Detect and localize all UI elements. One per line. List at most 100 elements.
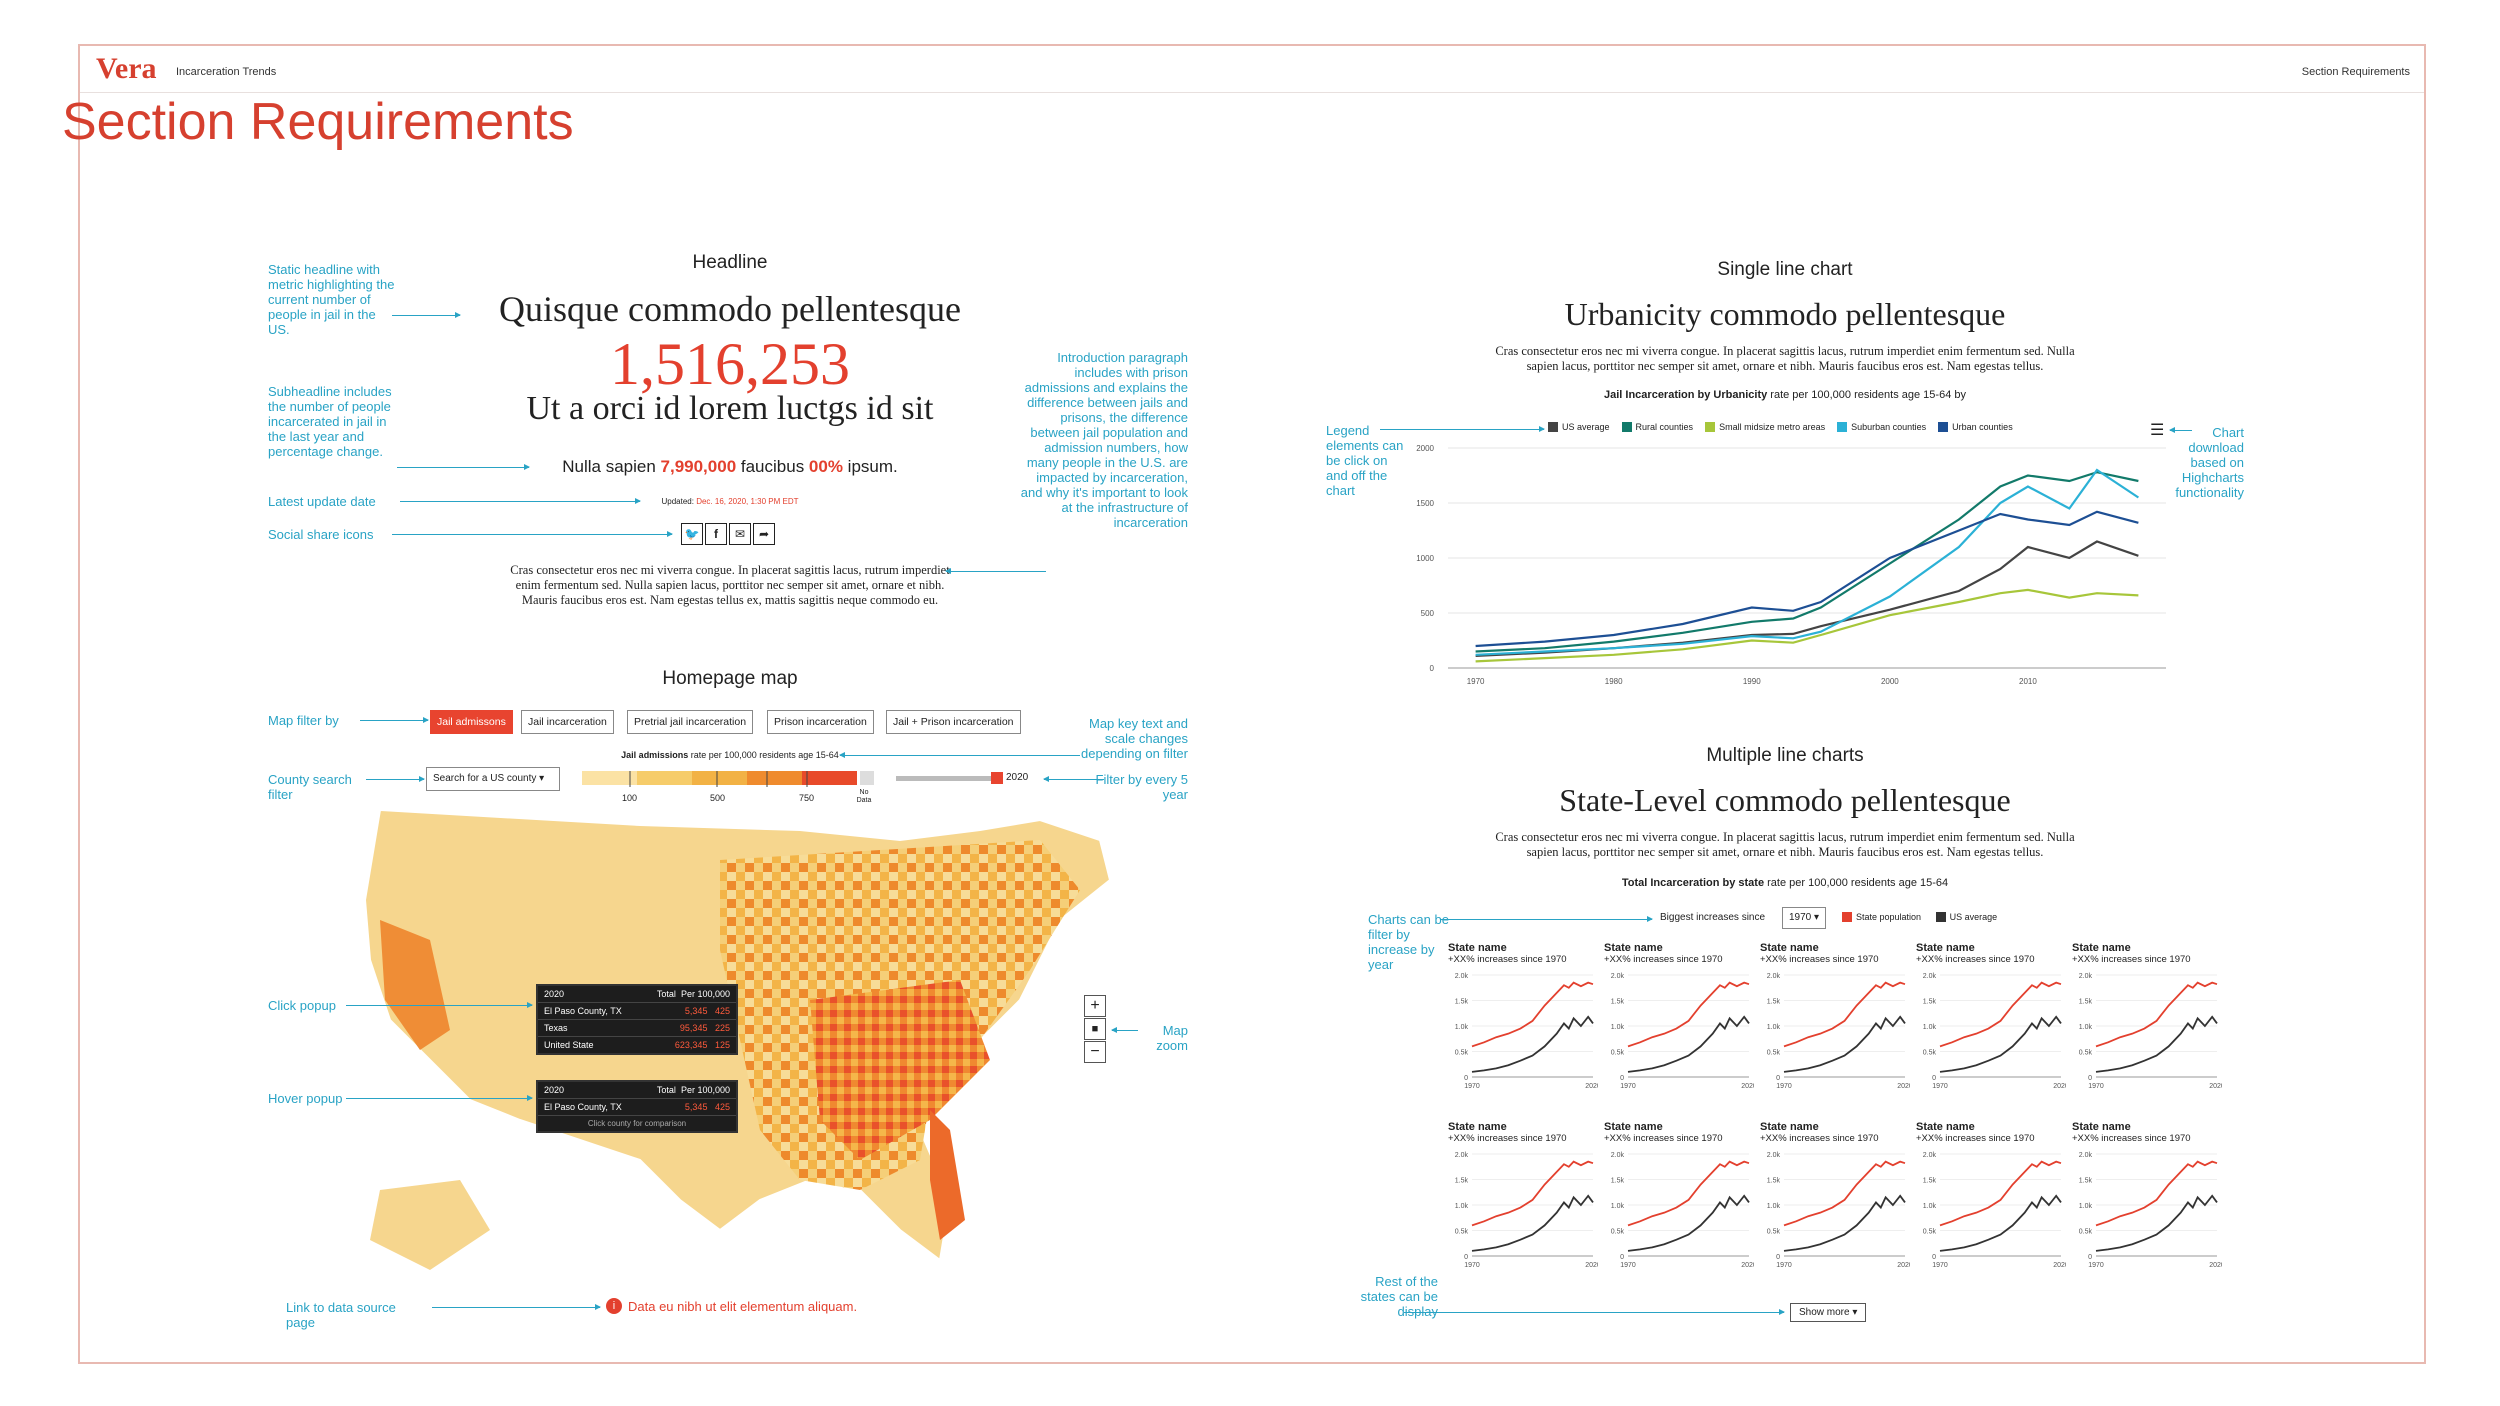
state-chart-card[interactable]: State name +XX% increases since 1970 2.0k 1… [1448,1121,1603,1291]
us-county-map[interactable] [340,800,1130,1290]
filter-prison-incarceration[interactable]: Prison incarceration [767,710,874,734]
reset-map-icon[interactable]: ■ [1084,1018,1106,1040]
x-tick-label: 2020 [1897,1262,1910,1269]
legend-us-average[interactable]: US average [1935,912,1997,922]
popup-county-total: 5,345 [684,1006,708,1016]
y-tick-label: 1.5k [1923,1178,1937,1185]
state-chart-card[interactable]: State name +XX% increases since 1970 2.0k 1… [1916,942,2071,1112]
annotation-arrow [397,464,530,470]
state-name: State name [2072,1121,2131,1133]
state-chart-card[interactable]: State name +XX% increases since 1970 2.0k 1… [2072,942,2227,1112]
annotation-arrow [1404,1309,1785,1315]
annotation-arrow [346,1002,533,1008]
popup-us-rate: 125 [714,1040,730,1050]
popup-county-rate: 425 [714,1006,730,1016]
map-color-scale [582,771,874,787]
y-tick-label: 0.5k [2079,1050,2093,1057]
show-more-label: Show more [1799,1307,1850,1318]
zoom-out-button[interactable]: − [1084,1041,1106,1063]
single-line-chart[interactable]: 0 500 1000 1500 2000 1970 1980 1990 2000 2010 [1400,440,2190,700]
chart-menu-icon[interactable]: ☰ [2150,422,2165,439]
x-tick-label: 2020 [1897,1083,1910,1090]
state-increase: +XX% increases since 1970 [1604,954,1723,965]
twitter-icon[interactable]: 🐦 [681,523,703,545]
legend-urban-counties[interactable]: Urban counties [1938,422,2013,432]
state-series-line [1783,1194,1906,1252]
series-line-rural-counties[interactable] [1475,471,2139,653]
stat-line: Nulla sapien 7,990,000 faucibus 00% ipsu… [420,457,1040,477]
page-title: Section Requirements [62,93,574,151]
state-series-line [1939,1160,2062,1227]
x-tick-label: 1970 [1467,677,1485,686]
headline-title: Quisque commodo pellentesque [499,289,961,329]
annotation-map-filter: Map filter by [268,713,339,728]
county-search-input[interactable]: Search for a US county ▾ [426,767,560,791]
facebook-icon[interactable]: f [705,523,727,545]
multi-legend[interactable]: State population US average [1842,912,2009,924]
state-increase: +XX% increases since 1970 [1760,954,1879,965]
y-tick-label: 2.0k [1923,1152,1937,1159]
share-icon[interactable]: ➦ [753,523,775,545]
stat-mid: faucibus [736,457,809,476]
legend-label: Rural counties [1635,422,1694,432]
y-tick-label: 0.5k [1923,1229,1937,1236]
filter-jail-prison[interactable]: Jail + Prison incarceration [886,710,1021,734]
annotation-filter-year: Filter by every 5 year [1095,772,1188,802]
map-california [380,920,450,1050]
state-name: State name [1760,942,1819,954]
legend-suburban-counties[interactable]: Suburban counties [1837,422,1926,432]
state-chart-card[interactable]: State name +XX% increases since 1970 2.0k 1… [1604,1121,1759,1291]
x-tick-label: 1990 [1743,677,1761,686]
nav-section-requirements[interactable]: Section Requirements [2301,66,2410,78]
x-tick-label: 1970 [1464,1083,1480,1090]
filter-pretrial-jail[interactable]: Pretrial jail incarceration [627,710,754,734]
state-series-line [1471,1015,1594,1073]
x-tick-label: 2000 [1881,677,1899,686]
vera-logo[interactable]: Vera [96,52,157,85]
state-series-line [1939,1194,2062,1252]
single-chart-legend[interactable]: US average Rural counties Small midsize me… [1548,422,2025,434]
legend-us-average[interactable]: US average [1548,422,1610,432]
x-tick-label: 2020 [2209,1083,2222,1090]
legend-state-population[interactable]: State population [1842,912,1921,922]
filter-jail-incarceration[interactable]: Jail incarceration [521,710,614,734]
data-source-link[interactable]: Data eu nibh ut elit elementum aliquam. [628,1299,858,1314]
show-more-button[interactable]: Show more ▾ [1790,1303,1867,1322]
x-tick-label: 2020 [1741,1083,1754,1090]
annotation-click-popup: Click popup [268,998,336,1013]
state-name: State name [1448,942,1507,954]
y-tick-label: 0.5k [1455,1229,1469,1236]
legend-label: US average [1562,422,1610,432]
state-chart-card[interactable]: State name +XX% increases since 1970 2.0k 1… [1604,942,1759,1112]
state-name: State name [1916,942,1975,954]
zoom-in-button[interactable]: + [1084,995,1106,1017]
increase-year-select[interactable]: 1970 ▾ [1782,907,1827,929]
y-tick-label: 1.5k [1923,999,1937,1006]
state-chart-card[interactable]: State name +XX% increases since 1970 2.0k 1… [1448,942,1603,1112]
state-chart-card[interactable]: State name +XX% increases since 1970 2.0k 1… [1916,1121,2071,1291]
legend-small-midsize-metro-areas[interactable]: Small midsize metro areas [1705,422,1825,432]
state-series-line [1471,1160,1594,1227]
hover-total: 5,345 [684,1102,708,1112]
year-slider[interactable] [896,770,1011,790]
state-chart-card[interactable]: State name +XX% increases since 1970 2.0k 1… [1760,1121,1915,1291]
legend-rural-counties[interactable]: Rural counties [1621,422,1694,432]
state-chart-card[interactable]: State name +XX% increases since 1970 2.0k 1… [1760,942,1915,1112]
y-tick-label: 0.5k [1611,1229,1625,1236]
email-icon[interactable]: ✉ [729,523,751,545]
headline-big-number: 1,516,253 [610,331,850,397]
filter-jail-admissions[interactable]: Jail admissons [430,710,513,734]
annotation-arrow [400,498,641,504]
y-tick-label: 1.5k [2079,999,2093,1006]
series-line-small-midsize-metro-areas[interactable] [1475,588,2139,663]
series-line-urban-counties[interactable] [1475,510,2139,648]
y-tick-label: 0 [1620,1254,1624,1261]
annotation-subheadline: Subheadline includes the number of peopl… [268,384,392,459]
x-tick-label: 1980 [1605,677,1623,686]
popup-county-name: El Paso County, TX [544,1006,622,1016]
state-chart-card[interactable]: State name +XX% increases since 1970 2.0k 1… [2072,1121,2227,1291]
y-tick-label: 1.5k [1767,1178,1781,1185]
y-tick-label: 0.5k [1455,1050,1469,1057]
series-line-suburban-counties[interactable] [1475,468,2139,656]
